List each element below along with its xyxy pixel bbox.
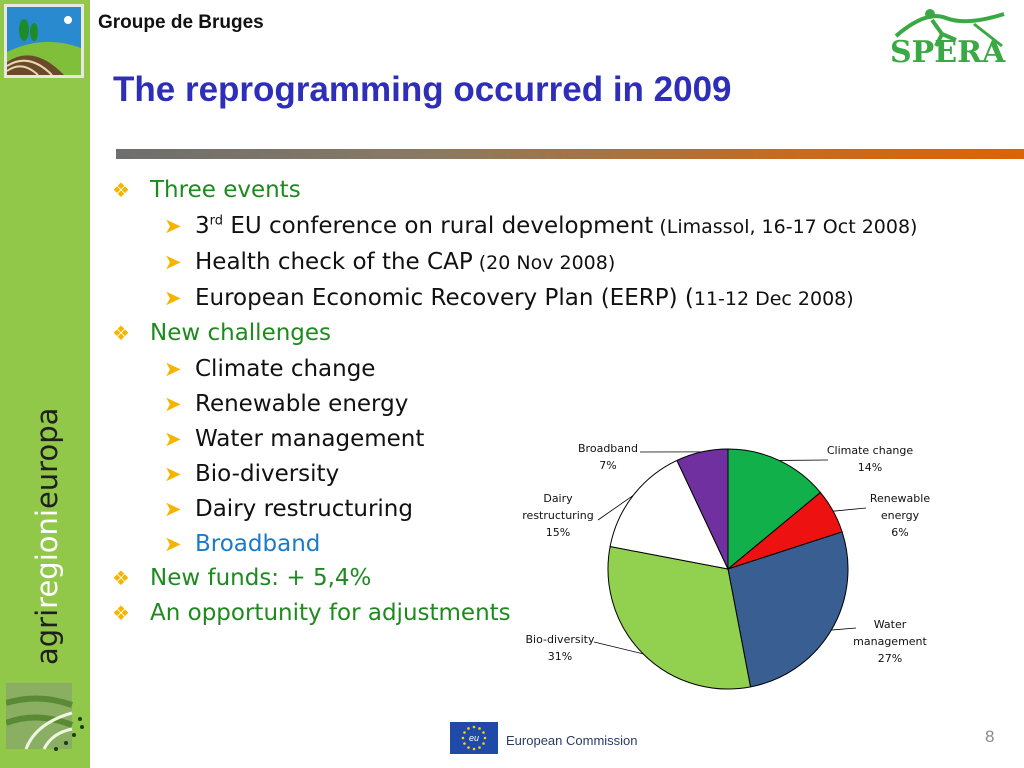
eu-star-icon (467, 727, 470, 730)
spera-logo-icon: SPERA (890, 9, 1006, 70)
challenge-item: ➤ Dairy restructuring (112, 496, 955, 523)
challenge-label: Dairy restructuring (195, 496, 413, 522)
event-text: 3rd EU conference on rural development (195, 213, 653, 239)
challenge-label: Climate change (195, 356, 376, 382)
diamond-bullet-icon: ❖ (112, 601, 130, 625)
bullet-events: ❖ Three events (112, 175, 532, 205)
arrow-bullet-icon: ➤ (164, 214, 182, 238)
pie-label: Broadband 7% (578, 442, 638, 472)
slide-title: The reprogramming occurred in 2009 (113, 70, 732, 109)
title-divider (116, 149, 1024, 159)
arrow-bullet-icon: ➤ (164, 286, 182, 310)
spera-logo-text: SPERA (890, 35, 1006, 70)
eu-flag-icon: eu (450, 722, 498, 754)
event-main: Health check of the CAP (195, 249, 473, 275)
challenge-item: ➤ Renewable energy (112, 391, 955, 418)
event-main: European Economic Recovery Plan (EERP) ( (195, 285, 694, 311)
pie-leader-line (833, 507, 867, 512)
pie-label: Water management 27% (853, 618, 927, 665)
eu-star-icon (478, 746, 481, 749)
pie-leader-line (593, 641, 644, 655)
pie-label: Bio-diversity 31% (526, 633, 595, 663)
pie-chart: Climate change 14% Renewable energy 6% Water m… (522, 442, 930, 690)
event-item: ➤ European Economic Recovery Plan (EERP)… (112, 285, 955, 313)
eu-star-icon (472, 725, 476, 729)
arrow-bullet-icon: ➤ (164, 357, 182, 381)
challenge-item: ➤ Bio-diversity (112, 461, 955, 488)
opportunity-text: An opportunity for adjustments (150, 600, 511, 626)
agriregionieuropa-brand: agriregionieuropa (30, 408, 64, 665)
pie-leader-line (831, 627, 857, 631)
event-item: ➤ Health check of the CAP (20 Nov 2008) (112, 249, 955, 277)
eu-star-icon (467, 746, 470, 749)
arrow-bullet-icon: ➤ (164, 462, 182, 486)
event-ordinal: rd (209, 213, 224, 229)
pie-label: Renewable energy 6% (870, 492, 930, 539)
bullet-funds: ❖ New funds: + 5,4% (112, 563, 532, 593)
page-number: 8 (985, 727, 995, 746)
landscape-logo-icon (4, 4, 84, 78)
arrow-bullet-icon: ➤ (164, 497, 182, 521)
pie-leader-line (597, 495, 634, 521)
challenge-label: Bio-diversity (195, 461, 340, 487)
pie-label: Climate change 14% (827, 444, 914, 474)
challenge-label: Renewable energy (195, 391, 409, 417)
eu-star-icon (461, 736, 465, 740)
group-name: Groupe de Bruges (98, 12, 264, 33)
eu-star-icon (483, 736, 487, 740)
brand-part-europa: europa (30, 407, 64, 510)
challenge-label: Water management (195, 426, 425, 452)
challenge-item: ➤ Broadband (112, 531, 955, 558)
brand-part-agri: agri (30, 608, 64, 665)
arrow-bullet-icon: ➤ (164, 392, 182, 416)
event-number: 3 (195, 213, 210, 239)
arrow-bullet-icon: ➤ (164, 532, 182, 556)
european-commission-label: European Commission (506, 733, 638, 748)
pie-slice-water-management (727, 531, 849, 688)
eu-star-icon (463, 731, 466, 734)
event-detail: (20 Nov 2008) (472, 252, 616, 274)
eu-star-icon (482, 742, 485, 745)
challenge-label: Broadband (195, 531, 321, 557)
bullet-opportunity: ❖ An opportunity for adjustments (112, 598, 590, 628)
eu-star-icon (472, 747, 476, 751)
pie-slice-bio-diversity (607, 545, 752, 690)
event-item: ➤ 3rd EU conference on rural development… (112, 213, 955, 241)
pie-label: Dairy restructuring 15% (522, 492, 593, 539)
event-main: EU conference on rural development (223, 213, 654, 239)
eu-star-icon (478, 727, 481, 730)
funds-text: New funds: + 5,4% (150, 565, 372, 591)
diamond-bullet-icon: ❖ (112, 566, 130, 590)
challenges-heading: New challenges (150, 320, 332, 346)
eu-flag-text: eu (469, 733, 479, 743)
sidebar: agriregionieuropa (0, 0, 90, 768)
eu-star-icon (463, 742, 466, 745)
arrow-bullet-icon: ➤ (164, 427, 182, 451)
events-heading: Three events (150, 177, 301, 203)
field-logo-icon (6, 683, 84, 751)
brand-part-regioni: regioni (30, 509, 64, 609)
challenge-item: ➤ Water management (112, 426, 955, 453)
diamond-bullet-icon: ❖ (112, 321, 130, 345)
event-detail: (Limassol, 16-17 Oct 2008) (653, 216, 918, 238)
eu-star-icon (482, 731, 485, 734)
arrow-bullet-icon: ➤ (164, 250, 182, 274)
challenge-item: ➤ Climate change (112, 356, 955, 383)
pie-slice-dairy-restructuring (609, 459, 729, 570)
bullet-list: ❖ Three events ➤ 3rd EU conference on ru… (112, 170, 917, 628)
diamond-bullet-icon: ❖ (112, 178, 130, 202)
bullet-challenges: ❖ New challenges (112, 318, 532, 348)
event-detail: 11-12 Dec 2008) (693, 288, 854, 310)
